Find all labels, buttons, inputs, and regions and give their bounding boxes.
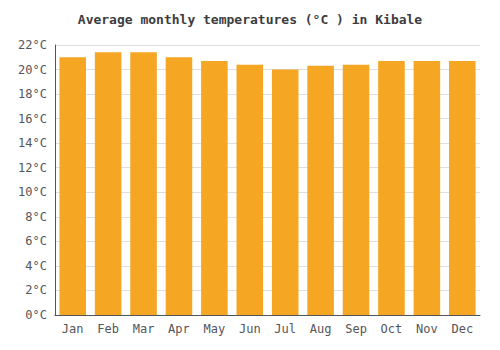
svg-text:Jan: Jan <box>62 322 84 336</box>
svg-text:May: May <box>204 322 226 336</box>
svg-text:Jun: Jun <box>239 322 261 336</box>
svg-text:2°C: 2°C <box>25 283 47 297</box>
svg-text:16°C: 16°C <box>18 112 47 126</box>
svg-text:12°C: 12°C <box>18 161 47 175</box>
svg-text:Sep: Sep <box>345 322 367 336</box>
svg-text:Apr: Apr <box>168 322 190 336</box>
svg-text:14°C: 14°C <box>18 136 47 150</box>
svg-text:Aug: Aug <box>310 322 332 336</box>
svg-text:4°C: 4°C <box>25 259 47 273</box>
svg-text:18°C: 18°C <box>18 87 47 101</box>
svg-text:Average monthly temperatures (: Average monthly temperatures (°C ) in Ki… <box>78 12 423 27</box>
svg-text:10°C: 10°C <box>18 185 47 199</box>
svg-text:Mar: Mar <box>133 322 155 336</box>
svg-text:8°C: 8°C <box>25 210 47 224</box>
svg-text:0°C: 0°C <box>25 308 47 322</box>
svg-text:Feb: Feb <box>97 322 119 336</box>
svg-text:22°C: 22°C <box>18 38 47 52</box>
svg-text:20°C: 20°C <box>18 63 47 77</box>
svg-text:Dec: Dec <box>451 322 473 336</box>
svg-text:Jul: Jul <box>274 322 296 336</box>
svg-text:Oct: Oct <box>381 322 403 336</box>
svg-text:6°C: 6°C <box>25 234 47 248</box>
svg-text:Nov: Nov <box>416 322 438 336</box>
